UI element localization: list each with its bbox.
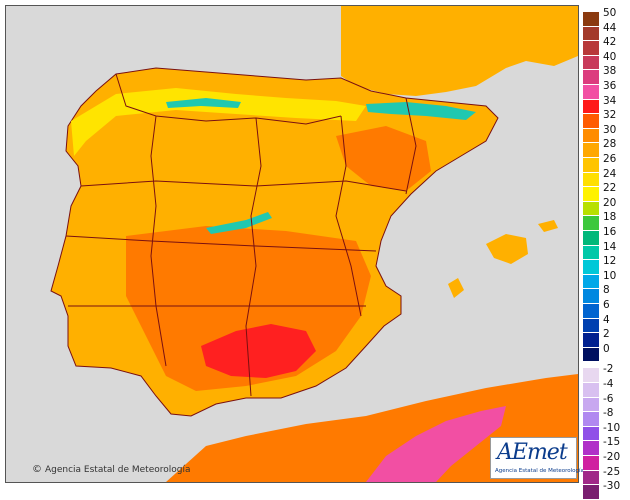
hot-zone-ebro (336, 126, 431, 191)
map-canvas (6, 6, 578, 482)
mountain-cantabrian (166, 98, 241, 108)
island-ibiza (448, 278, 464, 298)
legend-swatch (583, 158, 599, 173)
legend-swatch (583, 128, 599, 144)
legend-swatch (583, 304, 599, 319)
legend-swatch (583, 99, 599, 115)
legend-label: 20 (603, 196, 617, 209)
legend-label: 34 (603, 94, 617, 107)
legend-label: -20 (603, 451, 621, 463)
legend-label: 4 (603, 313, 610, 326)
island-menorca (538, 220, 558, 232)
legend-label: 26 (603, 153, 617, 165)
copyright-icon: © (32, 464, 42, 475)
aemet-logo: AEmet Agencia Estatal de Meteorología (490, 437, 584, 479)
legend-swatch (583, 85, 599, 100)
legend-label: 6 (603, 299, 610, 311)
legend-label: 10 (603, 269, 617, 282)
mountain-atlas (366, 406, 506, 482)
legend-swatch (583, 143, 599, 158)
legend-label: 16 (603, 226, 617, 238)
legend-swatch (583, 456, 599, 471)
legend-label: -6 (603, 392, 614, 405)
legend-label: -25 (603, 465, 621, 478)
legend-swatch (583, 397, 599, 413)
legend-label: 18 (603, 211, 617, 224)
legend-label: 42 (603, 36, 617, 49)
legend-label: 12 (603, 255, 617, 268)
legend-swatch (583, 201, 599, 217)
legend-swatch (583, 12, 599, 27)
legend-label: 2 (603, 328, 610, 341)
legend-label: 30 (603, 123, 617, 136)
legend-label: -8 (603, 407, 614, 420)
legend-label: -4 (603, 378, 614, 390)
legend-swatch (583, 383, 599, 398)
legend-label: 0 (603, 342, 610, 355)
legend-label: 22 (603, 182, 617, 195)
cool-zone-north (71, 88, 366, 156)
logo-subtitle: Agencia Estatal de Meteorología (495, 468, 584, 474)
legend-swatch (583, 216, 599, 231)
legend-swatch (583, 347, 599, 363)
north-africa-region (166, 374, 578, 482)
legend-swatch (583, 368, 599, 383)
legend-label: 50 (603, 7, 617, 19)
legend-swatch (583, 470, 599, 486)
legend-label: 44 (603, 21, 617, 34)
legend-label: 28 (603, 138, 617, 151)
legend-swatch (583, 412, 599, 427)
legend-label: 32 (603, 109, 617, 122)
legend-swatch (583, 274, 599, 290)
legend-swatch (583, 289, 599, 304)
legend-swatch (583, 26, 599, 42)
legend-label: 14 (603, 240, 617, 253)
legend-swatch (583, 426, 599, 442)
legend-label: 36 (603, 80, 617, 92)
legend-swatch (583, 55, 599, 71)
temperature-map (5, 5, 579, 483)
legend-swatch (583, 441, 599, 456)
logo-wordmark: AEmet (497, 440, 568, 465)
legend-label: 24 (603, 167, 617, 180)
legend-swatch (583, 172, 599, 188)
legend-swatch (583, 245, 599, 261)
legend-swatch (583, 485, 599, 500)
island-mallorca (486, 234, 528, 264)
temperature-legend: 50 44 42 40 38 36 34 32 30 28 26 24 22 20 18 16 14 12 10 8 6… (583, 7, 625, 500)
legend-label: 8 (603, 284, 610, 297)
legend-label: -15 (603, 436, 621, 449)
legend-swatch (583, 114, 599, 129)
legend-swatch (583, 318, 599, 334)
legend-label: -2 (603, 363, 614, 376)
legend-label: -10 (603, 421, 621, 434)
copyright-notice: © Agencia Estatal de Meteorología (32, 464, 191, 475)
legend-swatch (583, 70, 599, 85)
legend-swatch (583, 187, 599, 202)
france-region (341, 6, 578, 96)
legend-swatch (583, 231, 599, 246)
mountain-pyrenees (366, 102, 476, 120)
legend-swatch (583, 260, 599, 275)
legend-label: 38 (603, 65, 617, 78)
legend-swatch (583, 41, 599, 56)
legend-label: -30 (603, 480, 621, 493)
region-borders (65, 73, 417, 397)
legend-label: 40 (603, 50, 617, 63)
mountain-central-system (206, 212, 272, 234)
very-hot-zone-guadalquivir (201, 324, 316, 378)
copyright-text: Agencia Estatal de Meteorología (45, 465, 191, 475)
legend-swatch (583, 333, 599, 348)
